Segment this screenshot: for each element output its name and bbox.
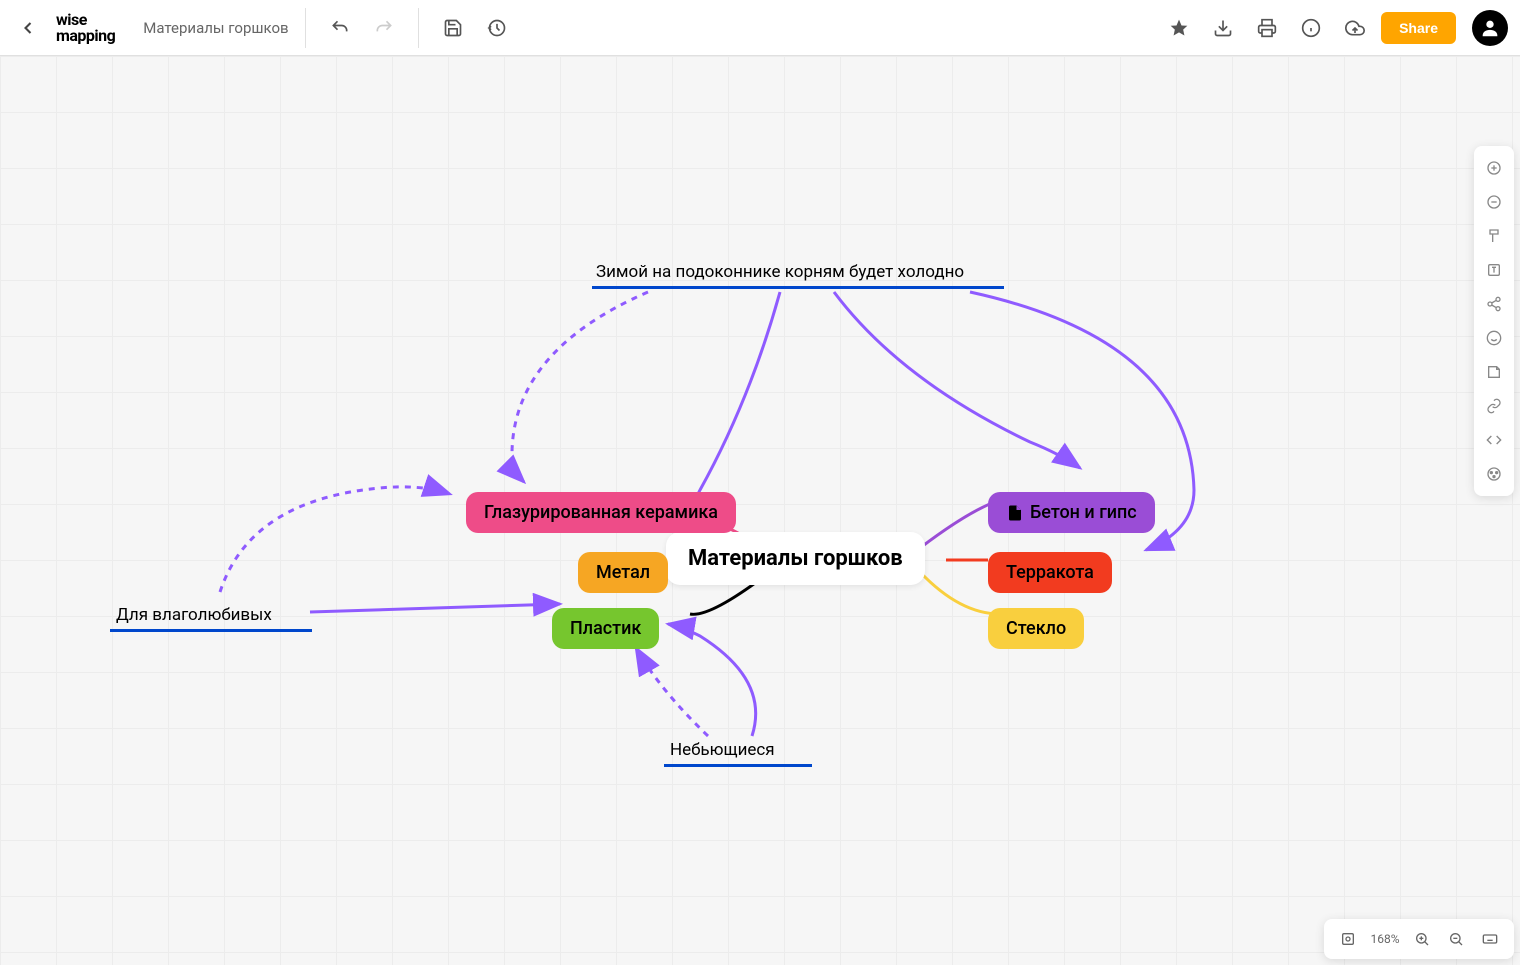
history-button[interactable] (479, 10, 515, 46)
zoom-out-button[interactable] (1442, 925, 1470, 953)
note-underline (592, 286, 1004, 289)
emoji-tool[interactable] (1478, 322, 1510, 354)
note-cold[interactable]: Зимой на подоконнике корням будет холодн… (596, 262, 964, 282)
separator (305, 8, 306, 48)
node-concrete[interactable]: Бетон и гипс (988, 492, 1155, 533)
zoom-out-tool[interactable] (1478, 186, 1510, 218)
relation-tool[interactable] (1478, 390, 1510, 422)
bottom-zoom-bar: 168% (1324, 919, 1514, 959)
document-title: Материалы горшков (143, 19, 288, 37)
print-button[interactable] (1249, 10, 1285, 46)
text-tool[interactable] (1478, 254, 1510, 286)
note-tool[interactable] (1478, 356, 1510, 388)
top-toolbar: wisemapping Материалы горшков (0, 0, 1520, 56)
toolbar-left: wisemapping Материалы горшков (12, 8, 515, 48)
toolbar-right: Share (1161, 10, 1508, 46)
mindmap-connectors (0, 56, 1520, 965)
undo-button[interactable] (322, 10, 358, 46)
save-button[interactable] (435, 10, 471, 46)
node-plastic[interactable]: Пластик (552, 608, 659, 649)
link-tool[interactable] (1478, 288, 1510, 320)
theme-tool[interactable] (1478, 458, 1510, 490)
note-unbreak[interactable]: Небьющиеся (670, 740, 775, 760)
user-avatar[interactable] (1472, 10, 1508, 46)
note-wet[interactable]: Для влаголюбивых (116, 605, 272, 625)
node-terracotta[interactable]: Терракота (988, 552, 1112, 593)
keyboard-button[interactable] (1476, 925, 1504, 953)
zoom-in-tool[interactable] (1478, 152, 1510, 184)
zoom-in-button[interactable] (1408, 925, 1436, 953)
share-button[interactable]: Share (1381, 12, 1456, 44)
format-tool[interactable] (1478, 220, 1510, 252)
side-toolbar (1474, 146, 1514, 496)
back-button[interactable] (12, 12, 44, 44)
app-logo: wisemapping (56, 12, 115, 42)
mindmap-canvas[interactable]: Материалы горшковГлазурированная керамик… (0, 56, 1520, 965)
note-underline (664, 764, 812, 767)
node-metal[interactable]: Метал (578, 552, 668, 593)
code-tool[interactable] (1478, 424, 1510, 456)
zoom-percent: 168% (1368, 932, 1402, 946)
node-glass[interactable]: Стекло (988, 608, 1084, 649)
note-underline (110, 629, 312, 632)
redo-button[interactable] (366, 10, 402, 46)
fit-screen-button[interactable] (1334, 925, 1362, 953)
separator (418, 8, 419, 48)
download-button[interactable] (1205, 10, 1241, 46)
center-node[interactable]: Материалы горшков (666, 532, 925, 585)
document-icon (1006, 504, 1024, 522)
star-button[interactable] (1161, 10, 1197, 46)
cloud-button[interactable] (1337, 10, 1373, 46)
logo-line2: mapping (56, 28, 115, 43)
info-button[interactable] (1293, 10, 1329, 46)
node-ceramic[interactable]: Глазурированная керамика (466, 492, 736, 533)
